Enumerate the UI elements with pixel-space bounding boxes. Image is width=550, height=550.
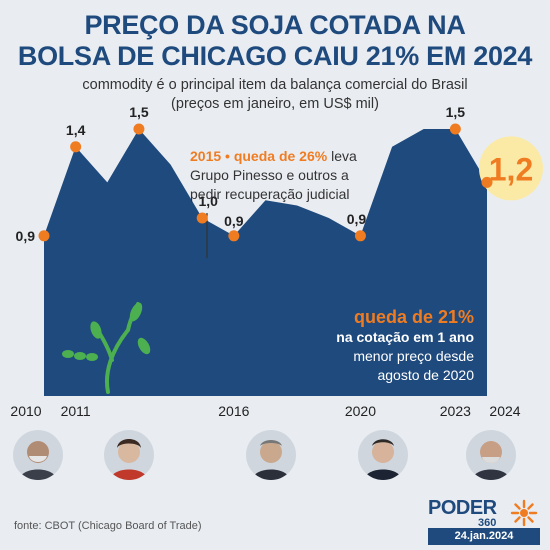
subtitle-line-1: commodity é o principal item da balança … [82,77,468,93]
chart-title: PREÇO DA SOJA COTADA NA BOLSA DE CHICAGO… [0,10,550,72]
logo-date: 24.jan.2024 [428,528,540,545]
soy-sprout-icon [62,302,151,394]
data-point-2010 [38,230,50,242]
data-label-2016: 0,9 [224,213,244,229]
area-series [44,129,487,396]
data-point-2013 [133,123,145,135]
data-label-2011: 1,4 [66,122,86,138]
drop-callout: queda de 21% na cotação em 1 ano menor p… [244,306,474,385]
annotation-2015: 2015 • queda de 26% leva Grupo Pinesso e… [190,147,410,204]
data-point-2023 [449,123,461,135]
source-note: fonte: CBOT (Chicago Board of Trade) [14,520,202,532]
title-line-1: PREÇO DA SOJA COTADA NA [84,10,466,40]
annotation-text-1: leva [327,148,357,164]
logo-number: 360 [478,517,497,529]
callout-line-4: agosto de 2020 [377,367,474,383]
president-portrait-4 [358,430,408,480]
president-portrait-3 [246,430,296,480]
callout-headline: queda de 21% [353,307,474,327]
data-label-2015: 1,0 [198,193,218,209]
data-point-2015 [196,212,208,224]
poder360-logo: PODER 360 24.jan.2024 [428,497,540,545]
title-line-2: BOLSA DE CHICAGO CAIU 21% EM 2024 [17,41,533,71]
chart-subtitle: commodity é o principal item da balança … [0,76,550,114]
subtitle-line-2: (preços em janeiro, em US$ mil) [171,96,379,112]
logo-wordmark: PODER [428,497,497,519]
callout-line-3: menor preço desde [353,348,474,364]
x-tick-2010: 2010 [10,403,41,419]
data-point-2011 [70,141,82,153]
data-label-2020: 0,9 [347,211,367,227]
data-point-2024 [481,176,493,188]
x-tick-2020: 2020 [345,403,376,419]
data-label-2024: 1,2 [489,151,533,187]
highlight-circle [479,136,543,201]
x-tick-2011: 2011 [61,403,91,419]
callout-bold-line: na cotação em 1 ano [336,329,474,345]
x-tick-2016: 2016 [218,403,249,419]
annotation-text-3: pedir recuperação judicial [190,186,350,202]
president-portrait-5 [466,430,516,480]
data-point-2016 [228,230,240,242]
data-label-2023: 1,5 [446,104,466,120]
annotation-highlight: 2015 • queda de 26% [190,148,328,164]
x-tick-2023: 2023 [440,403,471,419]
data-label-2010: 0,9 [16,228,36,244]
annotation-text-2: Grupo Pinesso e outros a [190,167,349,183]
area-chart: 0,9 1,4 1,5 1,0 0,9 0,9 1,5 1,2 2010 2011 2016 2020… [10,104,543,419]
x-tick-2024: 2024 [489,403,520,419]
data-point-2020 [354,230,366,242]
data-label-2013: 1,5 [129,104,149,120]
president-portrait-1 [13,430,63,480]
logo-sun-icon [510,499,538,527]
presidents-row [0,430,550,482]
president-portrait-2 [104,430,154,480]
